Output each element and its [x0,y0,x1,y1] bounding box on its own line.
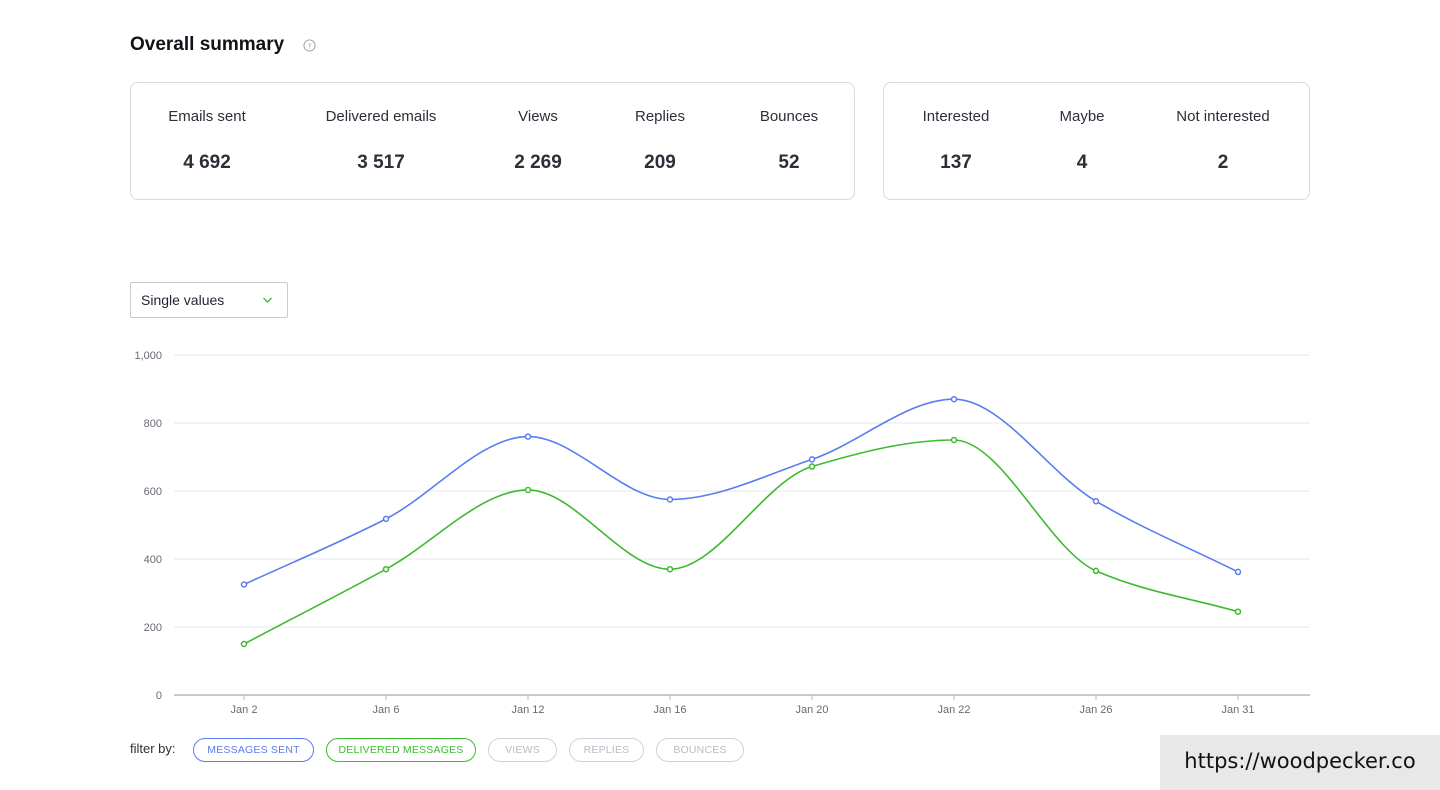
stat-value: 209 [644,152,676,173]
stat-label: Not interested [1176,108,1270,125]
dropdown-selected: Single values [141,292,225,308]
summary-card-emails: Emails sent 4 692 Delivered emails 3 517… [130,82,855,200]
data-point-delivered-messages [1234,608,1242,615]
data-point-messages-sent [382,515,390,523]
data-point-messages-sent [1092,497,1100,505]
data-point-messages-sent [240,581,248,588]
x-tick-label: Jan 22 [937,704,970,716]
data-point-delivered-messages [666,565,674,573]
x-tick-label: Jan 31 [1221,704,1254,716]
chevron-down-icon [263,297,272,303]
x-tick-label: Jan 20 [795,704,828,716]
stat-value: 3 517 [357,152,405,173]
filter-chip-bounces[interactable]: BOUNCES [656,738,744,762]
filter-chip-views[interactable]: VIEWS [488,738,557,762]
series-line-messages-sent [243,398,1239,586]
data-point-messages-sent [950,395,958,403]
y-tick-label: 400 [144,554,162,566]
summary-card-interest: Interested 137 Maybe 4 Not interested 2 [883,82,1310,200]
stat-label: Replies [634,108,686,125]
filter-label: filter by: [130,741,176,756]
x-tick-label: Jan 26 [1079,704,1112,716]
y-tick-label: 0 [156,690,162,702]
data-point-messages-sent [808,456,816,463]
line-chart: 0 200 400 600 800 1,000 Jan 2 Jan 6 Jan 12 Jan 16… [134,350,1310,716]
stat-value: 4 [1076,152,1088,173]
stat-label: Emails sent [168,108,246,125]
filter-chip-replies[interactable]: REPLIES [569,738,644,762]
stat-label: Interested [922,108,990,125]
data-point-delivered-messages [382,565,390,573]
stat-label: Maybe [1059,108,1105,125]
stat-value: 52 [778,152,800,173]
svg-text:?: ? [308,41,312,50]
y-tick-label: 200 [144,622,162,634]
data-point-delivered-messages [524,486,532,494]
y-tick-label: 1,000 [134,350,162,362]
stat-value: 137 [940,152,972,173]
stat-label: Delivered emails [325,108,437,125]
watermark-banner: https://woodpecker.co [1160,735,1440,790]
stat-value: 2 269 [514,152,562,173]
watermark-url: https://woodpecker.co [1184,749,1416,773]
values-dropdown[interactable]: Single values [130,282,288,318]
stat-label: Bounces [759,108,819,125]
data-point-delivered-messages [240,640,248,648]
stat-value: 4 692 [183,152,231,173]
filter-chip-messages-sent[interactable]: MESSAGES SENT [193,738,314,762]
stat-label: Views [518,108,558,125]
y-tick-label: 600 [144,486,162,498]
section-title: Overall summary [130,34,285,55]
x-tick-label: Jan 2 [231,704,258,716]
data-point-messages-sent [1234,568,1242,576]
filter-chip-delivered-messages[interactable]: DELIVERED MESSAGES [326,738,476,762]
x-tick-label: Jan 12 [511,704,544,716]
x-tick-label: Jan 6 [373,704,400,716]
series-line-delivered-messages [243,439,1239,645]
data-point-delivered-messages [808,463,816,470]
data-point-delivered-messages [1092,567,1100,575]
data-point-messages-sent [666,496,674,503]
y-tick-label: 800 [144,418,162,430]
help-icon[interactable]: ? [303,39,316,52]
data-point-messages-sent [524,433,532,440]
data-point-delivered-messages [950,436,958,444]
stat-value: 2 [1217,152,1229,173]
x-tick-label: Jan 16 [653,704,686,716]
